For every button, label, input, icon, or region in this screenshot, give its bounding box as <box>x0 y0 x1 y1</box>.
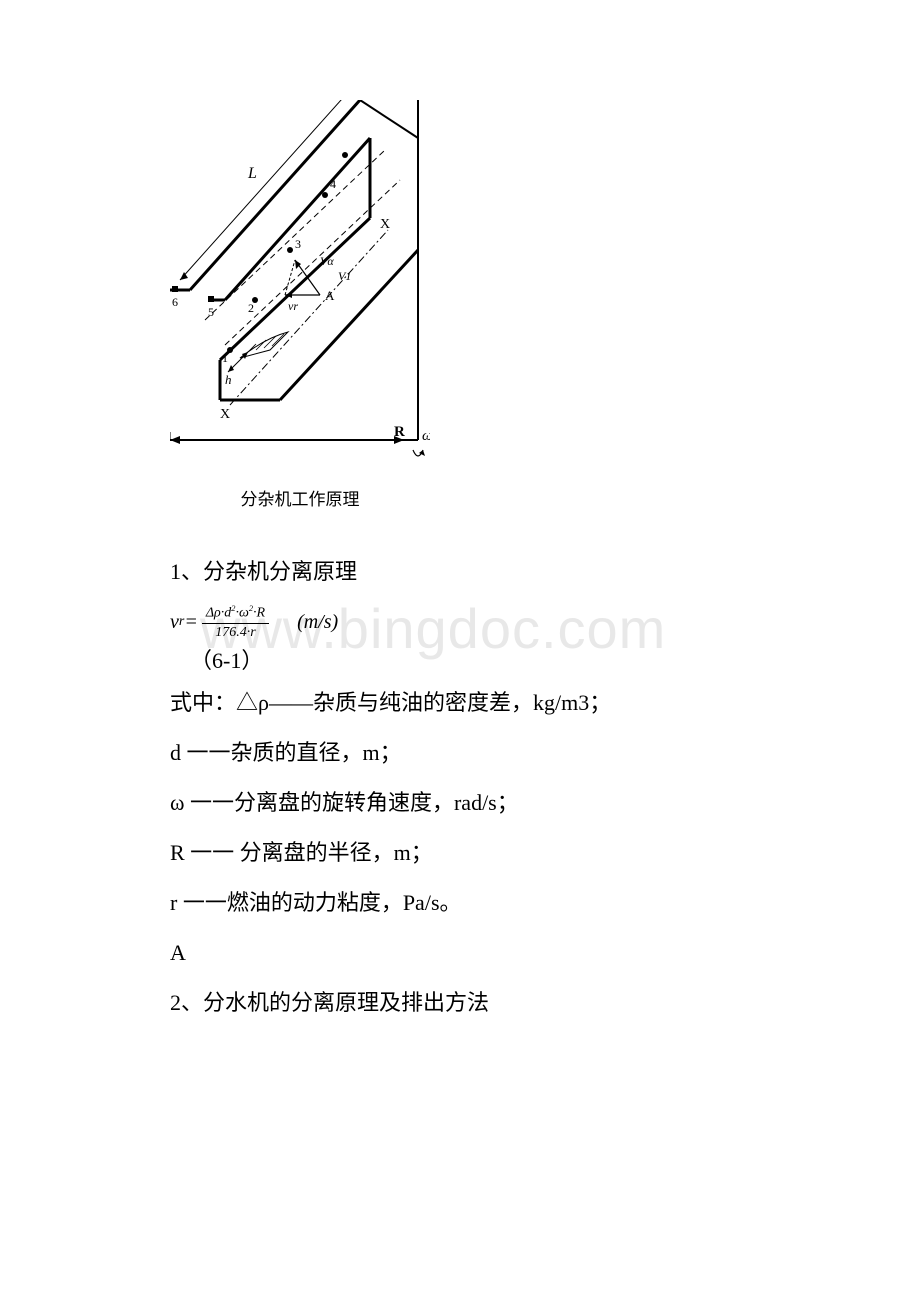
section2-title: 2、分水机的分离原理及排出方法 <box>170 981 750 1025</box>
label-omega: ω <box>422 428 430 444</box>
def-r: r 一一燃油的动力粘度，Pa/s。 <box>170 881 750 925</box>
label-3: 3 <box>295 237 301 251</box>
diagram-svg: L X X 1 2 3 4 5 6 <box>170 100 430 470</box>
label-6: 6 <box>172 295 178 309</box>
label-X-top: X <box>380 217 390 232</box>
formula-denominator: 176.4·r <box>211 624 259 641</box>
formula-numerator: Δρ·d2·ω2·R <box>202 604 269 624</box>
diagram-caption: 分杂机工作原理 <box>170 485 430 510</box>
formula-fraction: Δρ·d2·ω2·R 176.4·r <box>202 604 269 641</box>
label-R: R <box>394 424 405 440</box>
label-1: 1 <box>222 351 228 365</box>
label-5: 5 <box>208 305 214 319</box>
fn-c: ·R <box>253 606 265 621</box>
fn-a: Δρ·d <box>206 606 231 621</box>
def-d: d 一一杂质的直径，m； <box>170 731 750 775</box>
label-Va: Vα <box>320 254 334 268</box>
page-content: L X X 1 2 3 4 5 6 <box>170 100 750 1025</box>
formula-lhs: v <box>170 611 179 634</box>
def-intro: 式中：△ρ——杂质与纯油的密度差，kg/m3； <box>170 681 750 725</box>
label-V1: V1 <box>338 269 351 283</box>
formula-ref: （6-1） <box>190 643 750 675</box>
label-A: A <box>325 288 335 303</box>
formula: vr = Δρ·d2·ω2·R 176.4·r (m/s) <box>170 604 750 641</box>
def-R: R 一一 分离盘的半径，m； <box>170 831 750 875</box>
label-2: 2 <box>248 301 254 315</box>
def-omega: ω 一一分离盘的旋转角速度，rad/s； <box>170 781 750 825</box>
diagram-container: L X X 1 2 3 4 5 6 <box>170 100 430 475</box>
label-Vr: vr <box>288 299 298 313</box>
formula-eq: = <box>184 611 198 634</box>
label-L: L <box>247 165 257 182</box>
section1-title: 1、分杂机分离原理 <box>170 550 750 594</box>
fn-b: ·ω <box>235 606 248 621</box>
formula-unit: (m/s) <box>297 611 338 634</box>
label-4: 4 <box>330 177 336 191</box>
line-A: A <box>170 931 750 975</box>
label-X-bot: X <box>220 407 230 422</box>
label-h: h <box>225 372 232 387</box>
